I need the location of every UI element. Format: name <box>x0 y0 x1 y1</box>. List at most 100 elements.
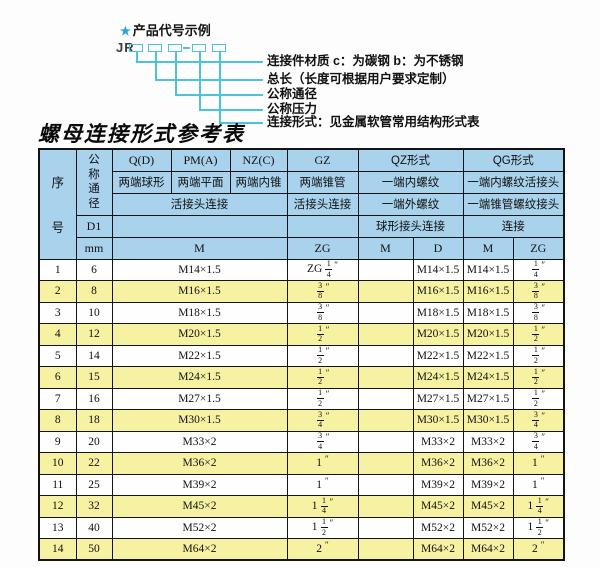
cell-seq: 13 <box>38 516 77 539</box>
cell-m: M33×2 <box>111 430 288 453</box>
cell-qg-zg: 1 4 ″ <box>512 258 565 281</box>
cell-qg-m: M14×1.5 <box>462 258 514 281</box>
header-gz: GZ <box>286 148 359 172</box>
cell-qz-m <box>357 344 414 367</box>
nut-connection-reference-table: 序号 公称通径 Q(D) PM(A) NZ(C) GZ QZ形式 QG形式 两端… <box>38 148 566 561</box>
cell-dn-mm: 6 <box>75 258 113 281</box>
cell-qz-m <box>357 473 414 496</box>
cell-gz-zg: 3 4 ″ <box>286 430 359 453</box>
header-zg-gz: ZG <box>286 236 359 260</box>
cell-seq: 12 <box>38 495 77 518</box>
header-qg-row3: 一端锥管螺纹接头 <box>462 192 565 216</box>
cell-seq: 3 <box>38 301 77 324</box>
code-label: 连接件材质 c：为碳钢 b：为不锈钢 <box>267 54 464 68</box>
header-qg-zg: ZG <box>512 236 565 260</box>
cell-qg-zg: 1 ″ <box>512 452 565 475</box>
cell-qg-zg: 3 4 ″ <box>512 409 565 432</box>
cell-qz-d: M39×2 <box>412 473 464 496</box>
table-row: 9 20 M33×2 3 4 ″ M33×2 M33×2 3 4 ″ <box>38 430 565 453</box>
header-pm-desc: 两端平面 <box>170 170 231 194</box>
cell-qz-d: M64×2 <box>412 538 464 561</box>
cell-qz-m <box>357 323 414 346</box>
cell-gz-zg: 1 1 2 ″ <box>286 516 359 539</box>
cell-m: M24×1.5 <box>111 366 288 389</box>
code-label: 公称通径 <box>267 87 318 101</box>
connector-line <box>155 52 157 79</box>
cell-qz-m <box>357 538 414 561</box>
connector-line <box>175 52 177 94</box>
connector-line <box>155 79 263 81</box>
cell-qz-d: M16×1.5 <box>412 280 464 303</box>
cell-qg-m: M18×1.5 <box>462 301 514 324</box>
header-mm: mm <box>75 236 113 260</box>
cell-m: M22×1.5 <box>111 344 288 367</box>
cell-qz-m <box>357 366 414 389</box>
cell-qg-zg: 3 8 ″ <box>512 280 565 303</box>
connector-line <box>199 52 201 109</box>
table-row: 4 12 M20×1.5 1 2 ″ M20×1.5 M20×1.5 1 2 ″ <box>38 323 565 346</box>
cell-m: M14×1.5 <box>111 258 288 281</box>
header-q-desc: 两端球形 <box>111 170 172 194</box>
table-row: 2 8 M16×1.5 3 8 ″ M16×1.5 M16×1.5 3 8 ″ <box>38 280 565 303</box>
cell-qz-d: M20×1.5 <box>412 323 464 346</box>
cell-gz-zg: 1 2 ″ <box>286 344 359 367</box>
cell-dn-mm: 22 <box>75 452 113 475</box>
cell-qg-zg: 1 ″ <box>512 473 565 496</box>
table-row: 14 50 M64×2 2 ″ M64×2 M64×2 2 ″ <box>38 538 565 561</box>
table-row: 10 22 M36×2 1 ″ M36×2 M36×2 1 ″ <box>38 452 565 475</box>
header-seq: 序号 <box>38 148 77 260</box>
cell-qg-m: M16×1.5 <box>462 280 514 303</box>
cell-m: M18×1.5 <box>111 301 288 324</box>
connector-line <box>219 52 221 122</box>
header-qg-m: M <box>462 236 514 260</box>
cell-qg-m: M27×1.5 <box>462 387 514 410</box>
cell-qg-m: M52×2 <box>462 516 514 539</box>
cell-qz-d: M30×1.5 <box>412 409 464 432</box>
cell-qg-m: M20×1.5 <box>462 323 514 346</box>
cell-seq: 1 <box>38 258 77 281</box>
cell-gz-zg: 1 2 ″ <box>286 387 359 410</box>
header-q: Q(D) <box>111 148 172 172</box>
diagram-title-text: 产品代号示例 <box>132 23 211 38</box>
cell-seq: 9 <box>38 430 77 453</box>
cell-qz-m <box>357 387 414 410</box>
cell-qg-zg: 3 4 ″ <box>512 430 565 453</box>
cell-dn-mm: 10 <box>75 301 113 324</box>
cell-dn-mm: 32 <box>75 495 113 518</box>
star-icon: ★ <box>120 24 131 38</box>
code-label: 总长（长度可根据用户要求定制） <box>267 72 455 86</box>
cell-m: M27×1.5 <box>111 387 288 410</box>
table-body: 1 6 M14×1.5 ZG 1 4 ″ M14×1.5 M14×1.5 1 4 ″ 2 8 M16×1.5… <box>38 258 565 561</box>
cell-qz-d: M45×2 <box>412 495 464 518</box>
cell-qg-zg: 1 2 ″ <box>512 323 565 346</box>
header-gz-desc: 两端锥管 <box>286 170 359 194</box>
cell-qg-m: M45×2 <box>462 495 514 518</box>
cell-qz-d: M52×2 <box>412 516 464 539</box>
diagram-title: ★ 产品代号示例 <box>120 20 211 39</box>
cell-qg-zg: 1 2 ″ <box>512 344 565 367</box>
cell-gz-zg: 1 2 ″ <box>286 366 359 389</box>
cell-qz-d: M18×1.5 <box>412 301 464 324</box>
cell-gz-zg: 1 1 4 ″ <box>286 495 359 518</box>
cell-seq: 8 <box>38 409 77 432</box>
cell-gz-zg: 1 ″ <box>286 473 359 496</box>
table-row: 6 15 M24×1.5 1 2 ″ M24×1.5 M24×1.5 1 2 ″ <box>38 366 565 389</box>
table-row: 3 10 M18×1.5 3 8 ″ M18×1.5 M18×1.5 3 8 ″ <box>38 301 565 324</box>
cell-qg-zg: 2 ″ <box>512 538 565 561</box>
table-row: 12 32 M45×2 1 1 4 ″ M45×2 M45×2 1 1 4 ″ <box>38 495 565 518</box>
cell-qg-m: M36×2 <box>462 452 514 475</box>
connector-line <box>219 122 263 124</box>
code-box <box>148 44 162 52</box>
cell-dn-mm: 50 <box>75 538 113 561</box>
cell-dn-mm: 15 <box>75 366 113 389</box>
header-pm: PM(A) <box>170 148 231 172</box>
cell-dn-mm: 16 <box>75 387 113 410</box>
table-row: 5 14 M22×1.5 1 2 ″ M22×1.5 M22×1.5 1 2 ″ <box>38 344 565 367</box>
cell-qz-d: M22×1.5 <box>412 344 464 367</box>
cell-m: M39×2 <box>111 473 288 496</box>
cell-seq: 5 <box>38 344 77 367</box>
cell-qg-m: M30×1.5 <box>462 409 514 432</box>
cell-gz-zg: 3 4 ″ <box>286 409 359 432</box>
cell-gz-zg: 1 ″ <box>286 452 359 475</box>
cell-qz-m <box>357 258 414 281</box>
